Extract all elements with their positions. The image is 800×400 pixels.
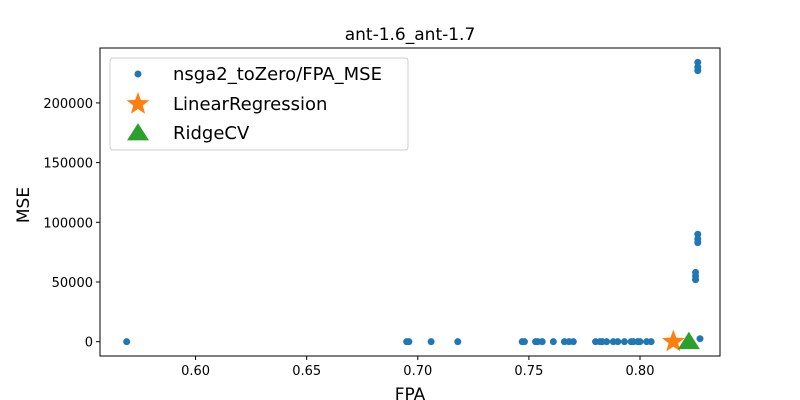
data-point	[614, 338, 622, 346]
ridgecv-point	[677, 331, 700, 350]
data-point	[520, 338, 528, 346]
data-point	[123, 338, 131, 346]
y-tick-label: 50000	[52, 276, 93, 291]
data-point	[620, 338, 628, 346]
data-points	[123, 58, 704, 352]
legend-marker-triangle	[127, 123, 149, 141]
data-point	[427, 338, 435, 346]
y-axis-title: MSE	[14, 187, 34, 223]
chart-title: ant-1.6_ant-1.7	[345, 25, 476, 45]
legend-marker-star	[126, 92, 150, 114]
legend-label-series-2: LinearRegression	[173, 94, 327, 115]
data-point	[647, 338, 655, 346]
y-tick-label: 200000	[43, 97, 93, 112]
data-point	[694, 230, 702, 238]
data-point	[636, 338, 644, 346]
x-tick-label: 0.75	[514, 364, 543, 379]
x-tick-label: 0.65	[292, 364, 321, 379]
data-point	[454, 338, 462, 346]
legend-label-series-3: RidgeCV	[173, 123, 250, 144]
y-tick-label: 100000	[43, 216, 93, 231]
y-tick-label: 150000	[43, 157, 93, 172]
x-axis-ticks: 0.60 0.65 0.70 0.75 0.80	[181, 356, 654, 379]
y-axis-ticks: 0 50000 100000 150000 200000	[43, 97, 100, 351]
x-axis-title: FPA	[395, 385, 426, 400]
x-tick-label: 0.70	[403, 364, 432, 379]
data-point	[405, 338, 413, 346]
data-point	[692, 268, 700, 276]
data-point	[694, 58, 702, 66]
x-tick-label: 0.60	[181, 364, 210, 379]
x-tick-label: 0.80	[626, 364, 655, 379]
linear-regression-point	[661, 329, 685, 352]
data-point	[549, 338, 557, 346]
legend-label-series-1: nsga2_toZero/FPA_MSE	[173, 64, 382, 85]
data-point	[696, 335, 704, 343]
y-tick-label: 0	[85, 336, 93, 351]
plot-frame	[99, 47, 721, 357]
legend-box	[109, 57, 409, 151]
legend-marker-circle	[134, 70, 142, 78]
legend: nsga2_toZero/FPA_MSE LinearRegression Ri…	[109, 57, 409, 151]
data-point	[538, 338, 546, 346]
data-point	[603, 338, 611, 346]
data-point	[569, 338, 577, 346]
